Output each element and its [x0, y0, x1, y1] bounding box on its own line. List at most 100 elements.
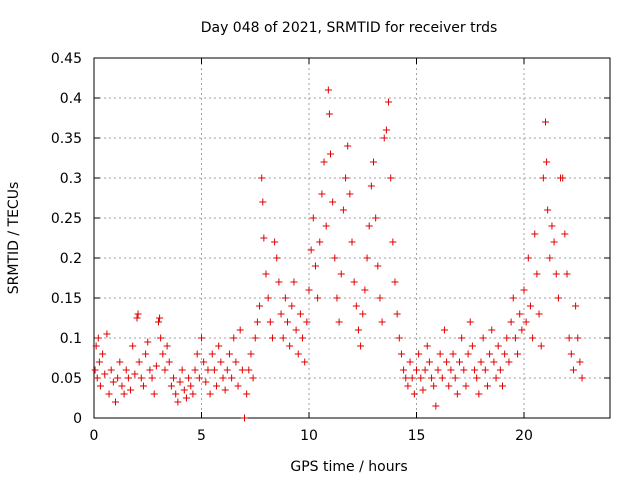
data-point [548, 222, 556, 230]
data-point [346, 190, 354, 198]
data-point [204, 366, 212, 374]
data-point [122, 366, 130, 374]
data-point [279, 334, 287, 342]
scatter-points [91, 86, 586, 422]
data-point [365, 222, 373, 230]
data-point [415, 350, 423, 358]
y-tick-label: 0.4 [60, 91, 82, 107]
data-point [363, 254, 371, 262]
data-point [533, 270, 541, 278]
data-point [234, 382, 242, 390]
data-point [333, 294, 341, 302]
data-point [565, 334, 573, 342]
chart-title: Day 048 of 2021, SRMTID for receiver trd… [201, 20, 498, 36]
data-point [481, 366, 489, 374]
data-point [453, 390, 461, 398]
data-point [178, 366, 186, 374]
data-point [432, 402, 440, 410]
data-point [563, 270, 571, 278]
data-point [479, 334, 487, 342]
data-point [118, 382, 126, 390]
data-point [539, 174, 547, 182]
data-point [370, 158, 377, 166]
data-point [367, 182, 375, 190]
data-point [200, 358, 208, 366]
data-point [241, 414, 248, 422]
data-point [133, 314, 141, 322]
data-point [157, 334, 165, 342]
data-point [359, 310, 367, 318]
data-point [505, 358, 513, 366]
data-point [223, 366, 231, 374]
data-point [531, 230, 539, 238]
data-point [421, 366, 429, 374]
data-point [378, 318, 386, 326]
data-point [271, 238, 279, 246]
data-point [413, 366, 420, 374]
data-point [552, 270, 560, 278]
data-point [96, 382, 104, 390]
data-point [114, 374, 122, 382]
data-point [543, 158, 551, 166]
data-point [382, 126, 390, 134]
data-point [574, 334, 582, 342]
data-point [436, 350, 444, 358]
data-point [150, 390, 158, 398]
data-point [187, 382, 195, 390]
data-point [324, 86, 332, 94]
data-point [258, 174, 266, 182]
data-point [395, 334, 403, 342]
data-point [496, 366, 504, 374]
data-point [105, 390, 113, 398]
data-point [294, 350, 302, 358]
data-point [134, 310, 142, 318]
data-point [94, 334, 102, 342]
data-point [387, 174, 395, 182]
data-point [146, 366, 154, 374]
data-point [268, 334, 276, 342]
data-point [464, 350, 472, 358]
data-point [518, 326, 526, 334]
data-point [316, 238, 324, 246]
data-point [275, 278, 283, 286]
x-tick-label: 15 [408, 428, 426, 444]
data-point [259, 198, 267, 206]
data-point [473, 374, 481, 382]
data-point [544, 206, 552, 214]
data-point [182, 394, 190, 402]
data-point [251, 334, 259, 342]
data-point [284, 318, 291, 326]
data-point [127, 386, 135, 394]
data-point [567, 350, 575, 358]
data-point [307, 246, 315, 254]
data-point [456, 358, 463, 366]
data-point [116, 358, 124, 366]
data-point [434, 366, 442, 374]
data-point [195, 374, 203, 382]
data-point [225, 350, 233, 358]
data-point [477, 358, 485, 366]
y-tick-label: 0.1 [60, 331, 82, 347]
data-point [245, 366, 253, 374]
data-point [385, 98, 393, 106]
data-point [176, 378, 184, 386]
data-point [524, 254, 532, 262]
x-tick-label: 0 [90, 428, 99, 444]
data-point [393, 310, 401, 318]
data-point [462, 382, 470, 390]
data-point [499, 382, 506, 390]
data-point [408, 374, 416, 382]
data-point [129, 342, 137, 350]
grid-lines [94, 58, 610, 418]
data-point [208, 350, 216, 358]
data-point [389, 238, 397, 246]
data-point [152, 362, 160, 370]
data-point [494, 342, 502, 350]
x-tick-label: 20 [515, 428, 533, 444]
data-point [514, 350, 522, 358]
data-point [137, 374, 145, 382]
data-point [185, 374, 193, 382]
data-point [335, 318, 343, 326]
data-point [249, 374, 257, 382]
data-point [572, 302, 580, 310]
